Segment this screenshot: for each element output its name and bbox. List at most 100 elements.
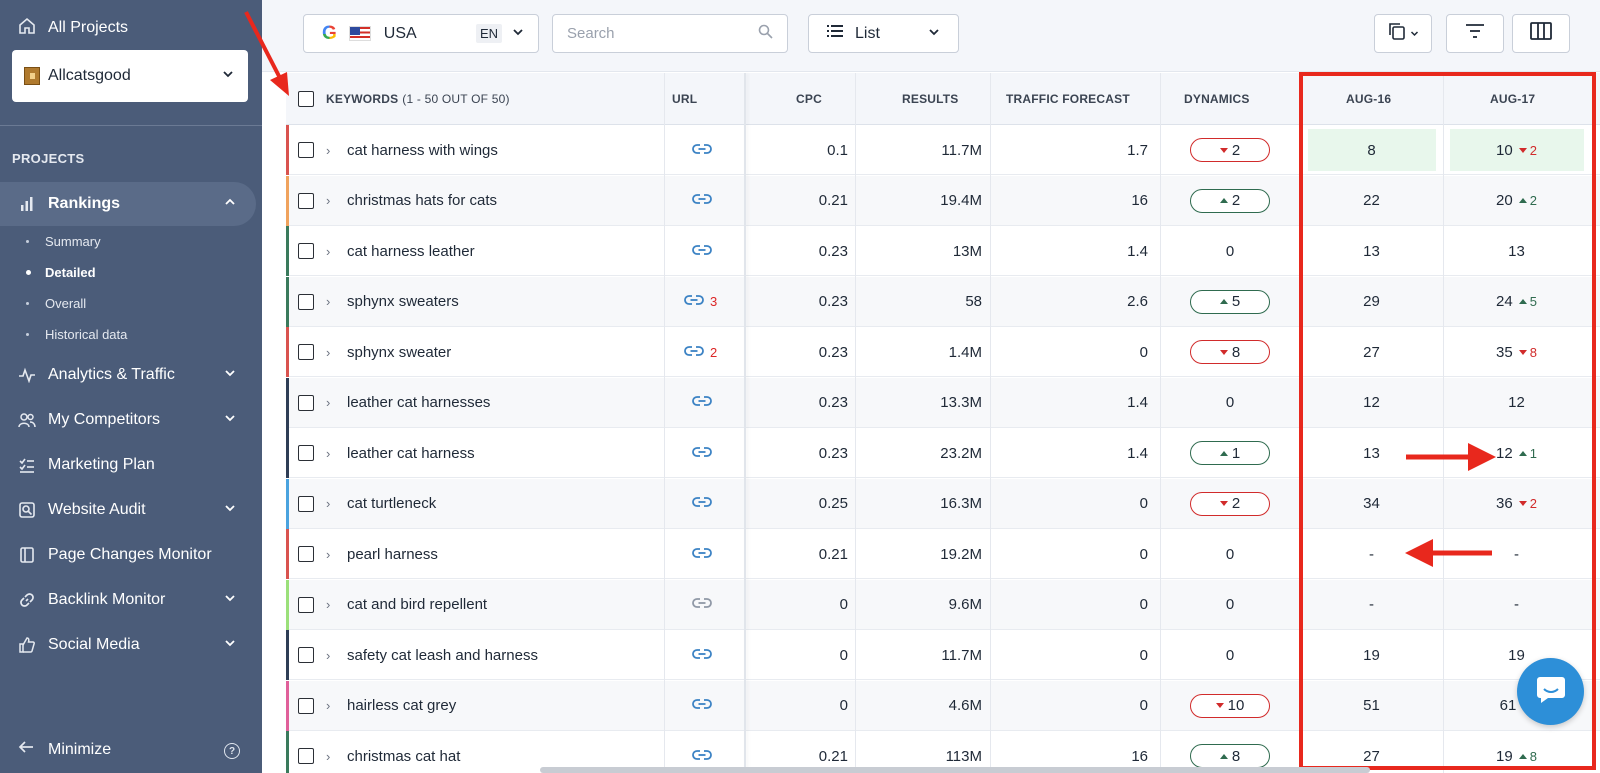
keyword-text[interactable]: pearl harness	[347, 545, 438, 563]
chevron-right-icon[interactable]: ›	[326, 243, 331, 259]
link-icon[interactable]	[684, 293, 704, 310]
header-aug-16[interactable]: AUG-16	[1346, 92, 1392, 106]
row-checkbox[interactable]	[298, 293, 314, 310]
row-checkbox[interactable]	[298, 394, 314, 411]
header-aug-17[interactable]: AUG-17	[1490, 92, 1536, 106]
link-icon[interactable]	[692, 394, 712, 411]
keyword-text[interactable]: sphynx sweaters	[347, 293, 459, 310]
search-icon[interactable]	[758, 24, 773, 43]
header-dynamics[interactable]: DYNAMICS	[1184, 92, 1250, 106]
chevron-right-icon[interactable]: ›	[326, 344, 331, 360]
table-row[interactable]: › pearl harness 0.21 19.2M 0 0 - -	[286, 529, 1600, 579]
help-icon[interactable]: ?	[224, 743, 240, 759]
minimize-button[interactable]: Minimize	[18, 740, 111, 759]
search-input[interactable]	[567, 25, 757, 42]
keyword-text[interactable]: christmas cat hat	[347, 747, 461, 765]
all-projects-link[interactable]: All Projects	[18, 15, 128, 41]
row-checkbox[interactable]	[298, 445, 314, 461]
search-engine-select[interactable]: G USA EN	[303, 14, 539, 53]
sidebar-item-marketing-plan[interactable]: Marketing Plan	[0, 443, 256, 487]
keyword-text[interactable]: safety cat leash and harness	[347, 646, 538, 664]
table-row[interactable]: › leather cat harness 0.23 23.2M 1.4 1 13 12 1	[286, 428, 1600, 478]
traffic-forecast-value: 1.7	[1127, 141, 1148, 159]
chevron-right-icon[interactable]: ›	[326, 496, 331, 511]
horizontal-scrollbar[interactable]	[540, 767, 1370, 773]
keyword-text[interactable]: cat harness leather	[347, 242, 475, 260]
table-row[interactable]: › sphynx sweaters 3 0.23 58 2.6 5 29 24 5	[286, 276, 1600, 327]
keyword-text[interactable]: leather cat harness	[347, 444, 475, 462]
chevron-right-icon[interactable]: ›	[326, 647, 331, 663]
row-checkbox[interactable]	[298, 748, 314, 764]
table-row[interactable]: › cat harness leather 0.23 13M 1.4 0 13 13	[286, 226, 1600, 276]
table-row[interactable]: › christmas cat hat 0.21 113M 16 8 27 19 8	[286, 731, 1600, 773]
chevron-right-icon[interactable]: ›	[326, 395, 331, 410]
keyword-text[interactable]: cat harness with wings	[347, 141, 498, 159]
table-row[interactable]: › cat harness with wings 0.1 11.7M 1.7 2 8 10 2	[286, 125, 1600, 175]
link-icon[interactable]	[692, 445, 712, 462]
row-checkbox[interactable]	[298, 697, 314, 714]
chevron-right-icon[interactable]: ›	[326, 294, 331, 309]
header-traffic-forecast[interactable]: TRAFFIC FORECAST	[1006, 92, 1130, 106]
table-row[interactable]: › christmas hats for cats 0.21 19.4M 16 2 22 20…	[286, 175, 1600, 226]
sidebar-subitem-overall[interactable]: Overall	[26, 296, 86, 311]
chevron-right-icon[interactable]: ›	[326, 142, 331, 158]
sidebar-item-my-competitors[interactable]: My Competitors	[0, 398, 256, 442]
table-row[interactable]: › safety cat leash and harness 0 11.7M 0 0 19 1…	[286, 630, 1600, 680]
keyword-text[interactable]: christmas hats for cats	[347, 192, 498, 209]
copy-menu-button[interactable]	[1374, 14, 1432, 53]
keyword-text[interactable]: cat and bird repellent	[347, 596, 488, 613]
sidebar-item-website-audit[interactable]: Website Audit	[0, 488, 256, 532]
sidebar-subitem-summary[interactable]: Summary	[26, 234, 101, 249]
chevron-right-icon[interactable]: ›	[326, 698, 331, 713]
header-results[interactable]: RESULTS	[902, 92, 959, 106]
keyword-text[interactable]: hairless cat grey	[347, 697, 457, 714]
sidebar-item-social-media[interactable]: Social Media	[0, 623, 256, 667]
chevron-right-icon[interactable]: ›	[326, 445, 331, 461]
header-keywords[interactable]: KEYWORDS (1 - 50 OUT OF 50)	[326, 73, 510, 125]
header-url[interactable]: URL	[672, 92, 698, 106]
table-row[interactable]: › cat turtleneck 0.25 16.3M 0 2 34 36 2	[286, 478, 1600, 529]
table-row[interactable]: › cat and bird repellent 0 9.6M 0 0 - -	[286, 579, 1600, 630]
link-icon[interactable]	[692, 495, 712, 512]
sidebar-subitem-detailed[interactable]: Detailed	[26, 265, 96, 280]
row-checkbox[interactable]	[298, 546, 314, 562]
link-icon[interactable]	[692, 697, 712, 714]
select-all-checkbox[interactable]	[298, 91, 314, 107]
link-icon[interactable]	[692, 546, 712, 563]
row-checkbox[interactable]	[298, 647, 314, 663]
chevron-right-icon[interactable]: ›	[326, 193, 331, 208]
header-cpc[interactable]: CPC	[796, 92, 822, 106]
link-icon[interactable]	[692, 192, 712, 209]
row-checkbox[interactable]	[298, 344, 314, 360]
keyword-text[interactable]: leather cat harnesses	[347, 394, 491, 411]
row-checkbox[interactable]	[298, 142, 314, 158]
link-icon[interactable]	[692, 142, 712, 159]
row-checkbox[interactable]	[298, 495, 314, 512]
keyword-text[interactable]: sphynx sweater	[347, 343, 452, 361]
sidebar-subitem-historical-data[interactable]: Historical data	[26, 327, 127, 342]
view-mode-select[interactable]: List	[808, 14, 959, 53]
chevron-right-icon[interactable]: ›	[326, 597, 331, 612]
sidebar-item-page-changes-monitor[interactable]: Page Changes Monitor	[0, 533, 256, 577]
row-checkbox[interactable]	[298, 243, 314, 259]
link-icon[interactable]	[692, 748, 712, 765]
sidebar-item-rankings[interactable]: Rankings	[0, 182, 256, 226]
keyword-text[interactable]: cat turtleneck	[347, 495, 437, 512]
link-icon[interactable]	[692, 647, 712, 664]
table-row[interactable]: › sphynx sweater 2 0.23 1.4M 0 8 27 35 8	[286, 327, 1600, 377]
row-checkbox[interactable]	[298, 192, 314, 209]
project-select[interactable]: Allcatsgood	[12, 50, 248, 102]
link-icon[interactable]	[684, 344, 704, 361]
chevron-right-icon[interactable]: ›	[326, 748, 331, 764]
sidebar-item-analytics-traffic[interactable]: Analytics & Traffic	[0, 353, 256, 397]
sidebar-item-backlink-monitor[interactable]: Backlink Monitor	[0, 578, 256, 622]
link-icon[interactable]	[692, 596, 712, 613]
row-checkbox[interactable]	[298, 596, 314, 613]
filter-button[interactable]	[1446, 14, 1504, 53]
table-row[interactable]: › leather cat harnesses 0.23 13.3M 1.4 0 12 12	[286, 377, 1600, 428]
columns-button[interactable]	[1512, 14, 1570, 53]
chat-widget-button[interactable]	[1517, 658, 1584, 725]
table-row[interactable]: › hairless cat grey 0 4.6M 0 10 51 61	[286, 680, 1600, 731]
link-icon[interactable]	[692, 243, 712, 260]
chevron-right-icon[interactable]: ›	[326, 546, 331, 562]
